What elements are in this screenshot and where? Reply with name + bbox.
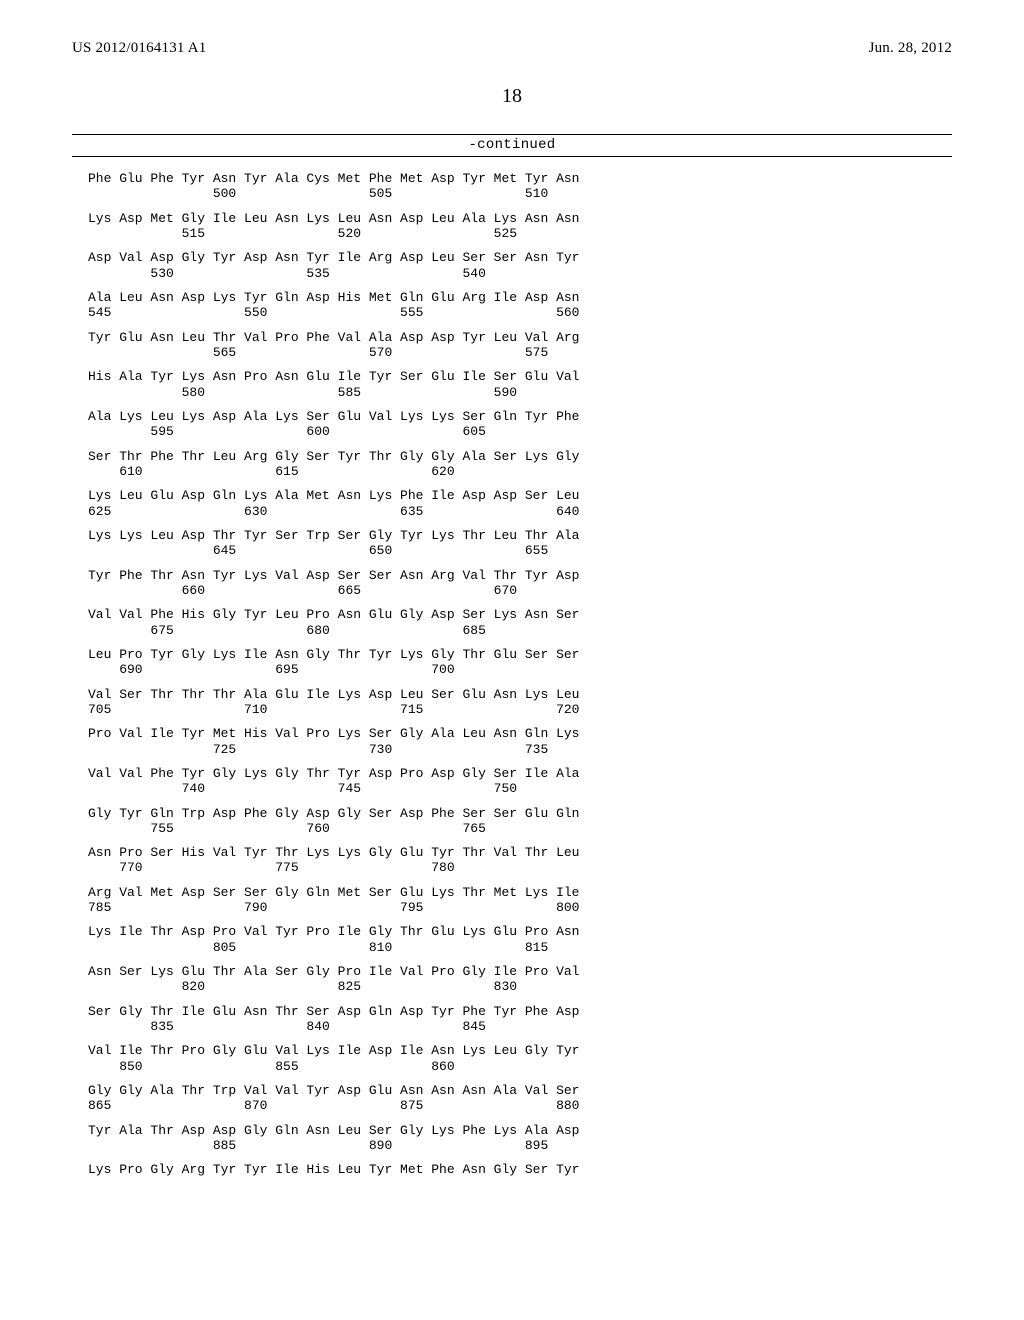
sequence-aa-row: Tyr Glu Asn Leu Thr Val Pro Phe Val Ala … bbox=[88, 330, 952, 345]
sequence-aa-row: Lys Ile Thr Asp Pro Val Tyr Pro Ile Gly … bbox=[88, 924, 952, 939]
sequence-aa-row: Ala Leu Asn Asp Lys Tyr Gln Asp His Met … bbox=[88, 290, 952, 305]
sequence-position-row: 785 790 795 800 bbox=[88, 900, 952, 915]
sequence-aa-row: Val Ser Thr Thr Thr Ala Glu Ile Lys Asp … bbox=[88, 687, 952, 702]
sequence-position-row: 515 520 525 bbox=[88, 226, 952, 241]
sequence-aa-row: Val Val Phe His Gly Tyr Leu Pro Asn Glu … bbox=[88, 607, 952, 622]
sequence-position-row: 530 535 540 bbox=[88, 266, 952, 281]
sequence-position-row: 595 600 605 bbox=[88, 424, 952, 439]
sequence-position-row: 865 870 875 880 bbox=[88, 1098, 952, 1113]
sequence-aa-row: Gly Tyr Gln Trp Asp Phe Gly Asp Gly Ser … bbox=[88, 806, 952, 821]
sequence-position-row: 675 680 685 bbox=[88, 623, 952, 638]
publication-number: US 2012/0164131 A1 bbox=[72, 40, 206, 57]
sequence-position-row: 820 825 830 bbox=[88, 979, 952, 994]
sequence-aa-row: Ser Gly Thr Ile Glu Asn Thr Ser Asp Gln … bbox=[88, 1004, 952, 1019]
sequence-position-row: 740 745 750 bbox=[88, 781, 952, 796]
sequence-aa-row: Val Val Phe Tyr Gly Lys Gly Thr Tyr Asp … bbox=[88, 766, 952, 781]
sequence-position-row: 755 760 765 bbox=[88, 821, 952, 836]
publication-date: Jun. 28, 2012 bbox=[869, 40, 952, 57]
sequence-aa-row: Arg Val Met Asp Ser Ser Gly Gln Met Ser … bbox=[88, 885, 952, 900]
sequence-aa-row: His Ala Tyr Lys Asn Pro Asn Glu Ile Tyr … bbox=[88, 369, 952, 384]
sequence-listing: Phe Glu Phe Tyr Asn Tyr Ala Cys Met Phe … bbox=[72, 171, 952, 1178]
sequence-position-row: 610 615 620 bbox=[88, 464, 952, 479]
sequence-aa-row: Asn Pro Ser His Val Tyr Thr Lys Lys Gly … bbox=[88, 845, 952, 860]
sequence-position-row: 645 650 655 bbox=[88, 543, 952, 558]
sequence-position-row: 625 630 635 640 bbox=[88, 504, 952, 519]
sequence-position-row: 725 730 735 bbox=[88, 742, 952, 757]
sequence-position-row: 565 570 575 bbox=[88, 345, 952, 360]
sequence-aa-row: Ser Thr Phe Thr Leu Arg Gly Ser Tyr Thr … bbox=[88, 449, 952, 464]
sequence-position-row: 580 585 590 bbox=[88, 385, 952, 400]
sequence-aa-row: Asn Ser Lys Glu Thr Ala Ser Gly Pro Ile … bbox=[88, 964, 952, 979]
sequence-position-row: 835 840 845 bbox=[88, 1019, 952, 1034]
sequence-aa-row: Lys Pro Gly Arg Tyr Tyr Ile His Leu Tyr … bbox=[88, 1162, 952, 1177]
sequence-aa-row: Tyr Phe Thr Asn Tyr Lys Val Asp Ser Ser … bbox=[88, 568, 952, 583]
sequence-position-row: 850 855 860 bbox=[88, 1059, 952, 1074]
sequence-aa-row: Ala Lys Leu Lys Asp Ala Lys Ser Glu Val … bbox=[88, 409, 952, 424]
sequence-aa-row: Lys Lys Leu Asp Thr Tyr Ser Trp Ser Gly … bbox=[88, 528, 952, 543]
sequence-position-row: 500 505 510 bbox=[88, 186, 952, 201]
page-header: US 2012/0164131 A1 Jun. 28, 2012 bbox=[72, 40, 952, 57]
page-number: 18 bbox=[72, 85, 952, 108]
sequence-position-row: 690 695 700 bbox=[88, 662, 952, 677]
sequence-position-row: 705 710 715 720 bbox=[88, 702, 952, 717]
continued-label: -continued bbox=[72, 135, 952, 156]
continued-rule: -continued bbox=[72, 134, 952, 157]
sequence-position-row: 545 550 555 560 bbox=[88, 305, 952, 320]
sequence-aa-row: Lys Leu Glu Asp Gln Lys Ala Met Asn Lys … bbox=[88, 488, 952, 503]
sequence-aa-row: Leu Pro Tyr Gly Lys Ile Asn Gly Thr Tyr … bbox=[88, 647, 952, 662]
sequence-aa-row: Phe Glu Phe Tyr Asn Tyr Ala Cys Met Phe … bbox=[88, 171, 952, 186]
sequence-aa-row: Gly Gly Ala Thr Trp Val Val Tyr Asp Glu … bbox=[88, 1083, 952, 1098]
sequence-aa-row: Lys Asp Met Gly Ile Leu Asn Lys Leu Asn … bbox=[88, 211, 952, 226]
sequence-position-row: 770 775 780 bbox=[88, 860, 952, 875]
sequence-aa-row: Asp Val Asp Gly Tyr Asp Asn Tyr Ile Arg … bbox=[88, 250, 952, 265]
sequence-position-row: 660 665 670 bbox=[88, 583, 952, 598]
sequence-aa-row: Tyr Ala Thr Asp Asp Gly Gln Asn Leu Ser … bbox=[88, 1123, 952, 1138]
sequence-aa-row: Pro Val Ile Tyr Met His Val Pro Lys Ser … bbox=[88, 726, 952, 741]
sequence-position-row: 885 890 895 bbox=[88, 1138, 952, 1153]
sequence-aa-row: Val Ile Thr Pro Gly Glu Val Lys Ile Asp … bbox=[88, 1043, 952, 1058]
sequence-position-row: 805 810 815 bbox=[88, 940, 952, 955]
